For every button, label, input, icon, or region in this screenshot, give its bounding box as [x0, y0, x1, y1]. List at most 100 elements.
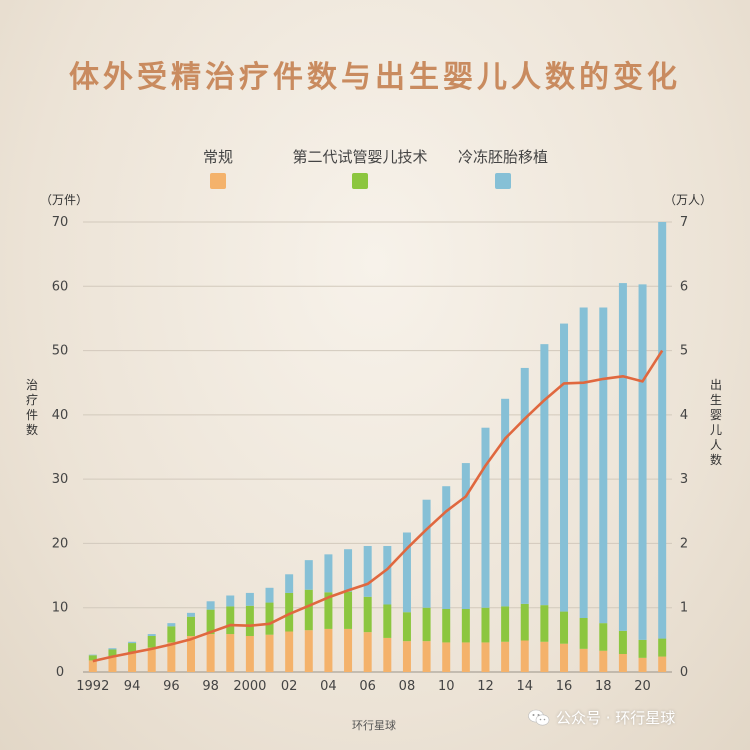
bar-conventional: [540, 641, 549, 672]
bar-frozen-embryo: [481, 427, 490, 608]
bar-icsi: [599, 623, 608, 651]
bar-icsi: [520, 603, 529, 641]
legend: 常规 第二代试管婴儿技术 冷冻胚胎移植: [0, 146, 750, 189]
bar-icsi: [618, 630, 627, 654]
bar-conventional: [481, 642, 490, 672]
legend-label: 冷冻胚胎移植: [457, 148, 548, 166]
bar-frozen-embryo: [324, 554, 333, 593]
right-axis-label: 出生婴儿人数: [710, 378, 723, 467]
y-right-tick-label: 4: [680, 408, 688, 423]
bar-conventional: [304, 630, 313, 672]
y-right-tick-label: 7: [680, 215, 688, 230]
legend-label: 常规: [202, 148, 233, 166]
bar-frozen-embryo: [579, 307, 588, 618]
x-tick-label: 1992: [76, 679, 109, 694]
x-tick-label: 10: [438, 679, 455, 694]
bar-frozen-embryo: [599, 307, 608, 624]
bar-icsi: [638, 639, 647, 658]
bar-conventional: [442, 642, 451, 672]
bar-frozen-embryo: [285, 574, 294, 593]
bar-frozen-embryo: [245, 592, 254, 606]
bar-frozen-embryo: [167, 623, 176, 627]
bar-frozen-embryo: [540, 344, 549, 606]
bar-frozen-embryo: [147, 634, 156, 636]
bar-icsi: [147, 636, 156, 648]
y-left-tick-label: 20: [52, 536, 69, 551]
bar-frozen-embryo: [206, 601, 215, 610]
y-right-tick-label: 5: [680, 344, 688, 359]
bar-frozen-embryo: [618, 283, 627, 631]
x-tick-label: 14: [516, 679, 533, 694]
x-tick-label: 20: [634, 679, 651, 694]
bar-conventional: [265, 634, 274, 672]
bar-icsi: [560, 611, 569, 644]
x-tick-label: 06: [359, 679, 376, 694]
bar-icsi: [422, 607, 431, 642]
right-axis-unit: （万人）: [664, 193, 713, 207]
bar-conventional: [520, 640, 529, 672]
y-left-tick-label: 60: [52, 279, 69, 294]
bar-icsi: [324, 592, 333, 629]
x-tick-label: 2000: [233, 679, 266, 694]
legend-item-conventional: 常规: [193, 146, 243, 189]
y-left-tick-label: 40: [52, 408, 69, 423]
bar-icsi: [108, 649, 117, 657]
y-left-tick-label: 50: [52, 344, 69, 359]
bar-conventional: [226, 634, 235, 672]
chart-title: 体外受精治疗件数与出生婴儿人数的变化: [69, 60, 681, 95]
left-axis-unit: （万件）: [40, 193, 89, 207]
bar-conventional: [245, 636, 254, 672]
legend-swatch: [210, 173, 226, 189]
bar-frozen-embryo: [304, 560, 313, 590]
legend-swatch: [495, 173, 511, 189]
legend-label: 第二代试管婴儿技术: [292, 148, 428, 166]
bar-conventional: [638, 657, 647, 672]
bar-icsi: [304, 589, 313, 631]
watermark: 公众号 · 环行星球: [528, 707, 675, 728]
y-right-tick-label: 1: [680, 601, 688, 616]
bar-icsi: [461, 609, 470, 643]
bar-icsi: [186, 616, 195, 636]
bar-frozen-embryo: [501, 398, 510, 607]
bar-icsi: [206, 609, 215, 635]
x-tick-label: 96: [163, 679, 180, 694]
x-tick-label: 94: [124, 679, 141, 694]
bar-conventional: [402, 641, 411, 672]
bar-conventional: [206, 634, 215, 672]
births-line: [92, 349, 664, 663]
bar-frozen-embryo: [383, 546, 392, 605]
bar-frozen-embryo: [88, 654, 97, 656]
x-tick-label: 18: [595, 679, 612, 694]
legend-item-icsi: 第二代试管婴儿技术: [284, 146, 436, 189]
bar-conventional: [128, 652, 137, 672]
y-right-tick-label: 0: [680, 665, 688, 680]
source-label: 环行星球: [352, 719, 396, 732]
bar-conventional: [579, 648, 588, 672]
bar-icsi: [265, 602, 274, 635]
bar-conventional: [461, 642, 470, 672]
bar-conventional: [167, 642, 176, 672]
bar-conventional: [88, 660, 97, 672]
bar-icsi: [481, 607, 490, 643]
bar-icsi: [344, 591, 353, 629]
left-axis-label: 治疗件数: [26, 378, 39, 437]
watermark-text: 公众号 · 环行星球: [556, 709, 676, 727]
bar-frozen-embryo: [186, 612, 195, 617]
bar-icsi: [128, 643, 137, 653]
bar-conventional: [560, 643, 569, 672]
bar-conventional: [147, 647, 156, 672]
x-tick-label: 16: [556, 679, 573, 694]
bar-conventional: [186, 636, 195, 672]
bar-icsi: [383, 604, 392, 638]
x-tick-label: 08: [399, 679, 416, 694]
bar-icsi: [579, 618, 588, 649]
bar-icsi: [501, 606, 510, 642]
bar-conventional: [108, 656, 117, 672]
x-tick-label: 02: [281, 679, 298, 694]
bar-icsi: [540, 605, 549, 642]
bar-conventional: [363, 632, 372, 672]
bar-frozen-embryo: [422, 499, 431, 608]
y-left-tick-label: 10: [52, 601, 69, 616]
bar-frozen-embryo: [402, 532, 411, 613]
